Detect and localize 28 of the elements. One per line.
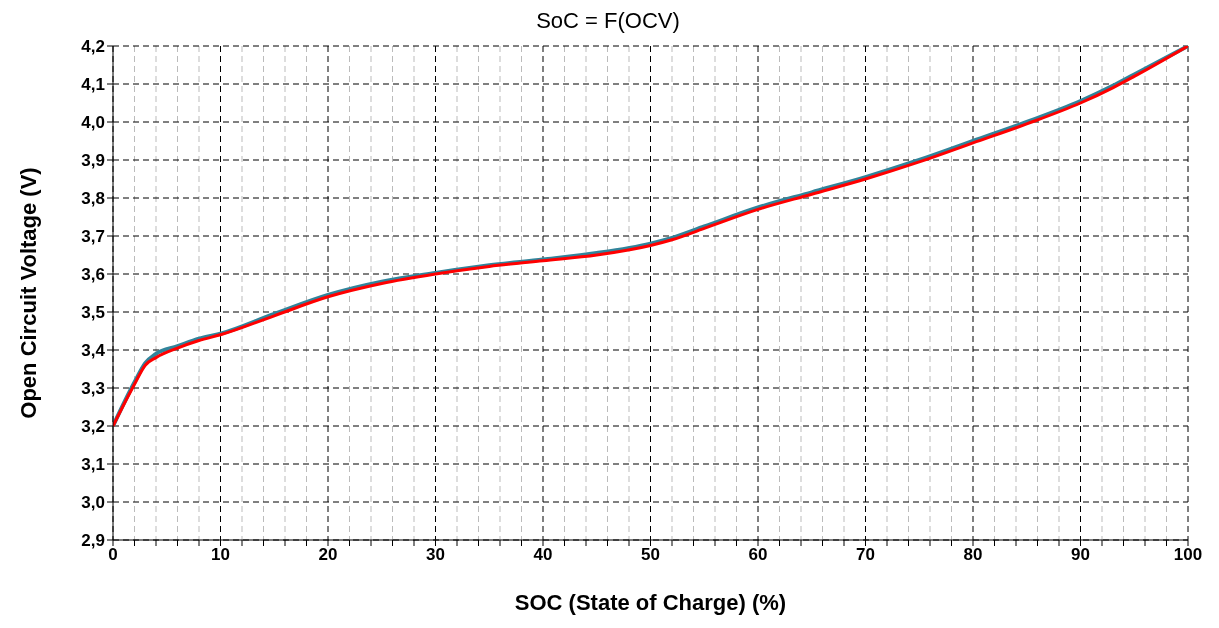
y-axis-title: Open Circuit Voltage (V) <box>15 167 41 419</box>
y-tick-label: 4,1 <box>81 75 105 95</box>
x-tick-label: 100 <box>1173 545 1203 565</box>
y-tick-label: 4,2 <box>81 37 105 57</box>
x-tick-label: 20 <box>318 545 338 565</box>
x-tick-label: 40 <box>533 545 553 565</box>
x-tick-label: 30 <box>426 545 445 565</box>
x-tick-label: 60 <box>748 545 768 565</box>
y-tick-label: 3,5 <box>81 303 105 323</box>
y-tick-label: 3,4 <box>81 341 106 361</box>
y-tick-label: 3,7 <box>81 227 105 247</box>
y-tick-label: 2,9 <box>81 531 105 551</box>
x-tick-label: 0 <box>108 545 118 565</box>
x-tick-label: 90 <box>1071 545 1090 565</box>
x-axis-title: SOC (State of Charge) (%) <box>514 590 787 615</box>
y-tick-label: 3,0 <box>81 493 105 513</box>
y-tick-label: 3,1 <box>81 455 105 475</box>
x-tick-label: 70 <box>856 545 875 565</box>
y-tick-label: 3,2 <box>81 417 105 437</box>
y-tick-label: 3,9 <box>81 151 105 171</box>
y-tick-label: 3,6 <box>81 265 105 285</box>
x-tick-label: 10 <box>211 545 230 565</box>
chart-title: SoC = F(OCV) <box>535 8 681 34</box>
x-tick-label: 50 <box>641 545 660 565</box>
y-tick-label: 4,0 <box>81 113 105 133</box>
x-tick-label: 80 <box>963 545 983 565</box>
y-tick-label: 3,3 <box>81 379 105 399</box>
y-tick-label: 3,8 <box>81 189 105 209</box>
